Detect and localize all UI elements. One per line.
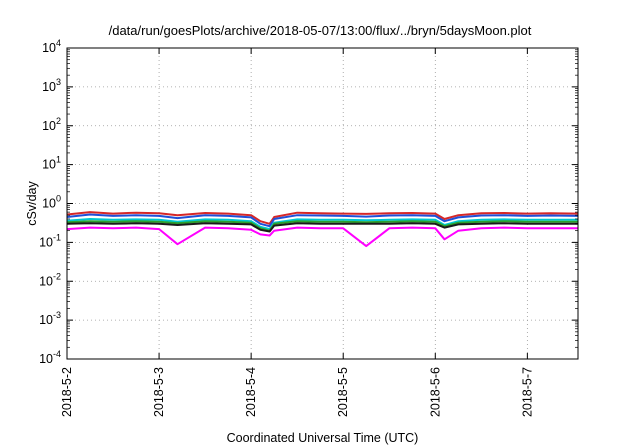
y-tick-label: 101 xyxy=(42,155,61,172)
x-tick-labels: 2018-5-2 2018-5-3 2018-5-4 2018-5-5 2018-5-6… xyxy=(60,367,534,417)
y-axis-label: cSv/day xyxy=(25,181,39,226)
chart-title: /data/run/goesPlots/archive/2018-05-07/1… xyxy=(109,23,532,38)
y-tick-labels: 104 103 102 101 100 10-1 10-2 10-3 10-4 xyxy=(39,38,61,366)
y-tick-label: 104 xyxy=(42,38,61,55)
y-tick-label: 103 xyxy=(42,77,61,94)
series-line-4 xyxy=(66,220,578,232)
x-axis-label: Coordinated Universal Time (UTC) xyxy=(227,431,419,445)
grid xyxy=(67,48,578,359)
x-tick-label: 2018-5-2 xyxy=(60,367,74,417)
series-line-2 xyxy=(66,213,579,228)
x-tick-label: 2018-5-4 xyxy=(244,367,258,417)
series-line-5 xyxy=(66,222,578,233)
y-tick-label: 10-2 xyxy=(39,271,61,288)
series-group xyxy=(66,211,579,248)
x-tick-label: 2018-5-7 xyxy=(520,367,534,417)
y-tick-label: 10-1 xyxy=(39,232,61,249)
series-line-3 xyxy=(66,218,578,231)
y-tick-label: 102 xyxy=(42,116,61,133)
y-tick-label: 100 xyxy=(42,194,61,211)
x-tick-label: 2018-5-6 xyxy=(428,367,442,417)
y-tick-label: 10-3 xyxy=(39,310,61,327)
x-tick-label: 2018-5-3 xyxy=(152,367,166,417)
y-tick-label: 10-4 xyxy=(39,349,61,366)
ticks xyxy=(66,47,578,360)
series-line-6 xyxy=(66,226,578,248)
series-line-1 xyxy=(66,211,579,225)
x-tick-label: 2018-5-5 xyxy=(336,367,350,417)
